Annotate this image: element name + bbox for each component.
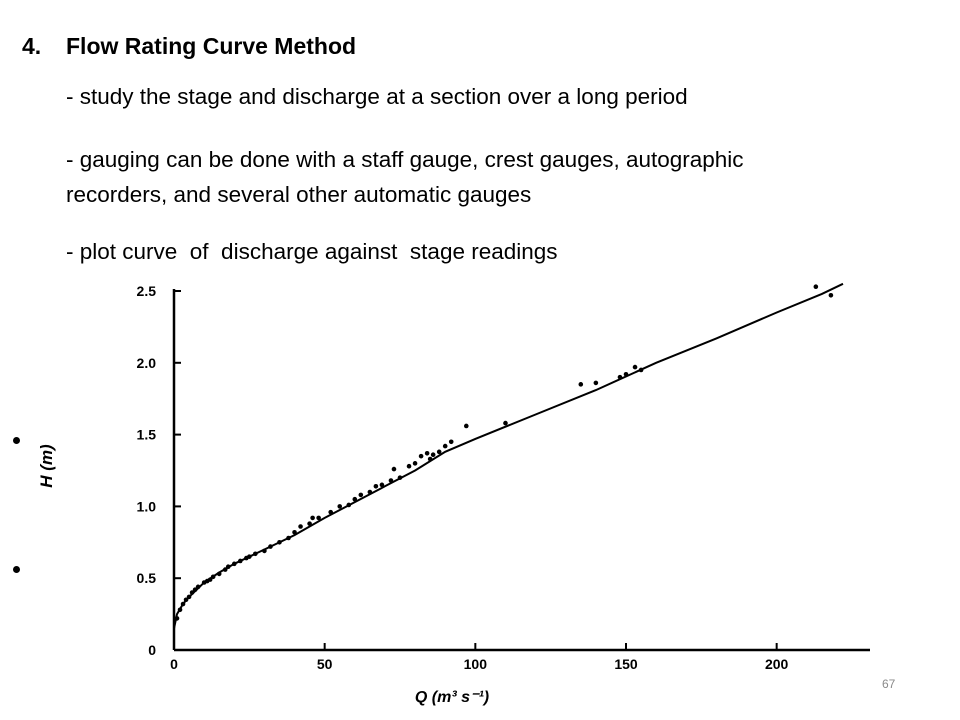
y-tick-label: 1.0 <box>137 498 157 514</box>
data-point <box>253 551 258 557</box>
data-point <box>367 489 373 495</box>
bullet-dot <box>13 566 20 573</box>
data-point <box>813 284 819 289</box>
data-point <box>189 590 195 595</box>
data-point <box>442 443 448 449</box>
data-point <box>310 515 315 521</box>
data-point <box>430 452 436 458</box>
heading-title: Flow Rating Curve Method <box>66 33 357 59</box>
chart-axes: 0 0.5 1.0 1.5 2.0 2.5 0 50 100 150 200 <box>137 283 870 672</box>
data-point <box>195 584 201 590</box>
data-point <box>207 577 213 582</box>
x-tick-label: 100 <box>464 656 488 672</box>
bullet-line-plot-curve: - plot curve of discharge against stage … <box>66 239 558 264</box>
data-point <box>225 564 231 570</box>
data-point <box>623 371 629 377</box>
bullet-line-study: - study the stage and discharge at a sec… <box>66 84 688 109</box>
bullet-dot <box>13 437 20 444</box>
x-tick-label: 200 <box>765 656 789 672</box>
data-point <box>379 482 385 488</box>
data-point <box>358 492 364 498</box>
data-point <box>638 367 644 373</box>
y-axis-label: H (m) <box>37 444 56 488</box>
y-tick-label: 2.5 <box>137 283 157 299</box>
data-point <box>617 374 623 380</box>
data-point <box>632 364 638 370</box>
data-point <box>268 544 273 549</box>
data-point <box>503 420 508 426</box>
data-point <box>373 483 379 489</box>
data-point <box>578 382 584 387</box>
data-point <box>388 478 394 483</box>
heading-number: 4. <box>22 33 42 59</box>
data-point <box>427 456 433 462</box>
data-point <box>186 594 192 600</box>
data-point <box>307 521 312 526</box>
chart-labels: Q (m³ s⁻¹) H (m) <box>37 444 489 706</box>
data-point <box>277 540 282 545</box>
x-tick-label: 0 <box>170 656 178 672</box>
data-point <box>262 548 267 554</box>
data-point <box>216 571 222 577</box>
y-tick-label: 1.5 <box>137 427 157 443</box>
data-point <box>828 293 834 298</box>
data-point <box>192 587 198 592</box>
y-tick-label: 0 <box>148 642 156 658</box>
data-point <box>222 567 228 572</box>
data-point <box>247 554 252 559</box>
bullet-line-gauging: - gauging can be done with a staff gauge… <box>66 147 744 172</box>
data-point <box>406 463 412 469</box>
data-point <box>436 449 442 455</box>
slide-heading: 4. Flow Rating Curve Method <box>22 33 356 60</box>
data-point <box>316 515 321 521</box>
data-point <box>352 496 358 502</box>
page-number: 67 <box>882 677 896 691</box>
bullet-line-gauging-continued: recorders, and several other automatic g… <box>66 182 532 207</box>
data-point <box>298 524 303 529</box>
data-point <box>391 466 397 472</box>
data-point <box>177 607 183 613</box>
data-point <box>418 453 424 459</box>
data-point <box>183 597 189 603</box>
data-point <box>463 423 469 429</box>
y-tick-label: 0.5 <box>137 570 157 586</box>
data-point <box>180 601 186 607</box>
x-tick-label: 150 <box>614 656 638 672</box>
data-point <box>328 509 333 515</box>
data-point <box>337 504 343 509</box>
data-point <box>174 616 180 621</box>
data-point <box>593 380 599 386</box>
chart-marks <box>173 282 844 629</box>
data-point <box>237 558 243 564</box>
data-point <box>448 439 454 445</box>
data-point <box>397 475 403 480</box>
rating-curve-line <box>173 282 844 629</box>
data-point <box>424 450 430 456</box>
data-point <box>210 574 216 580</box>
data-point <box>346 502 352 508</box>
data-point <box>412 461 418 466</box>
data-point <box>231 561 237 567</box>
x-tick-label: 50 <box>317 656 333 672</box>
data-point <box>292 529 297 535</box>
x-axis-label: Q (m³ s⁻¹) <box>415 689 489 706</box>
y-tick-label: 2.0 <box>137 355 157 371</box>
data-point <box>286 535 291 541</box>
